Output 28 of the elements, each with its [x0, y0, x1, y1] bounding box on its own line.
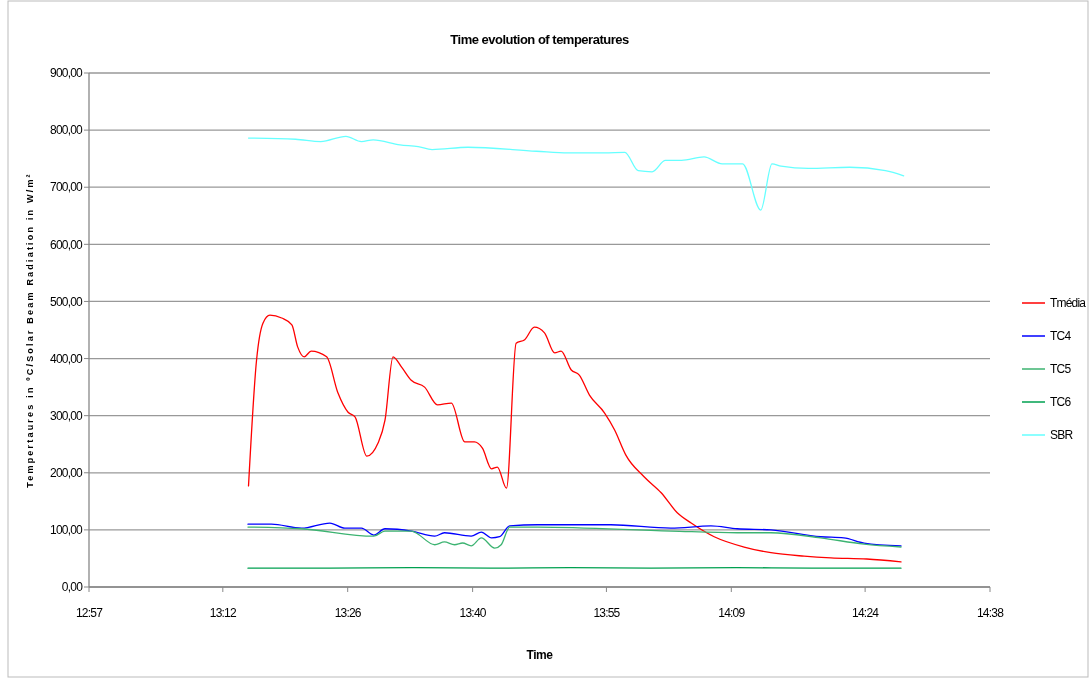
y-tick-label: 200,00 [50, 465, 84, 480]
y-tick-label: 500,00 [50, 294, 84, 309]
y-tick-label: 800,00 [50, 123, 84, 138]
x-tick-label: 14:38 [976, 606, 1005, 620]
legend-label: TC5 [1050, 362, 1072, 377]
x-tick-label: 13:55 [593, 606, 621, 620]
y-tick-label: 400,00 [50, 351, 84, 366]
legend-label: Tmédia [1050, 296, 1087, 311]
x-tick-label: 13:12 [209, 606, 237, 620]
x-tick-label: 14:09 [718, 606, 746, 620]
x-tick-label: 13:40 [459, 606, 487, 620]
legend-label: SBR [1050, 428, 1074, 443]
legend-label: TC6 [1050, 395, 1072, 410]
y-tick-label: 600,00 [50, 237, 84, 252]
legend-label: TC4 [1050, 329, 1072, 344]
y-tick-label: 900,00 [50, 66, 84, 81]
y-tick-label: 700,00 [50, 180, 84, 195]
y-tick-label: 0,00 [61, 580, 84, 595]
y-tick-label: 300,00 [50, 408, 84, 423]
line-series [247, 314, 902, 563]
y-tick-label: 100,00 [50, 523, 84, 538]
y-axis-title: Tempertaures in ºC/Solar Beam Radiation in W/m² [25, 172, 35, 488]
x-tick-label: 14:24 [852, 606, 880, 620]
x-tick-label: 13:26 [334, 606, 362, 620]
line-series [247, 135, 905, 211]
x-tick-label: 12:57 [75, 606, 104, 620]
chart-title: Time evolution of temperatures [450, 32, 629, 47]
x-axis-title: Time [526, 648, 554, 662]
